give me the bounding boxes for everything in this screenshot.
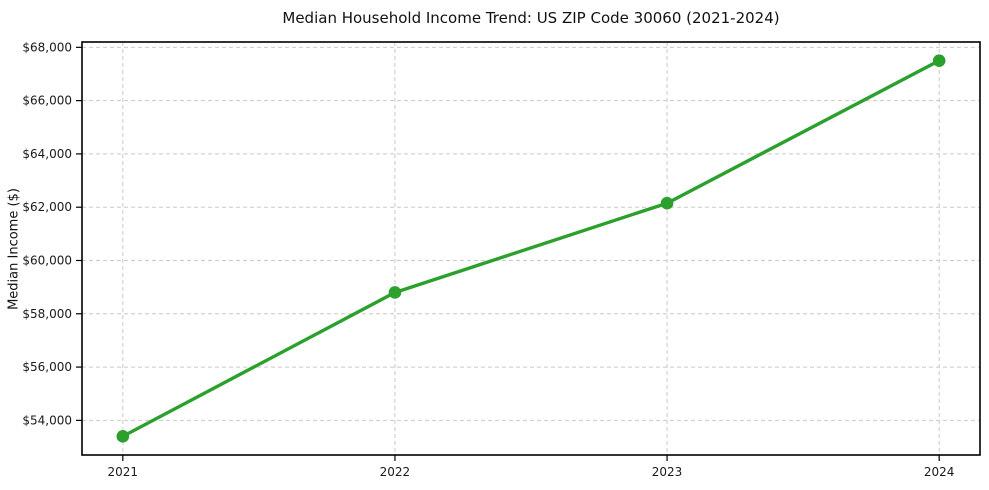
y-tick-label: $54,000 xyxy=(22,413,72,427)
x-tick-label: 2023 xyxy=(652,465,683,479)
x-tick-label: 2021 xyxy=(108,465,139,479)
data-point xyxy=(388,286,402,299)
y-tick-label: $60,000 xyxy=(22,253,72,267)
y-tick-label: $62,000 xyxy=(22,200,72,214)
data-point xyxy=(932,54,946,67)
y-tick-label: $68,000 xyxy=(22,40,72,54)
y-tick-label: $66,000 xyxy=(22,94,72,108)
data-point xyxy=(660,196,674,210)
x-tick-label: 2022 xyxy=(380,465,411,479)
y-tick-label: $56,000 xyxy=(22,360,72,374)
data-point xyxy=(116,430,130,443)
plot-border xyxy=(81,41,981,456)
chart-title: Median Household Income Trend: US ZIP Co… xyxy=(282,9,780,27)
x-tick-label: 2024 xyxy=(924,465,955,479)
trend-line xyxy=(121,58,941,439)
y-tick-label: $58,000 xyxy=(22,307,72,321)
y-tick-label: $64,000 xyxy=(22,147,72,161)
